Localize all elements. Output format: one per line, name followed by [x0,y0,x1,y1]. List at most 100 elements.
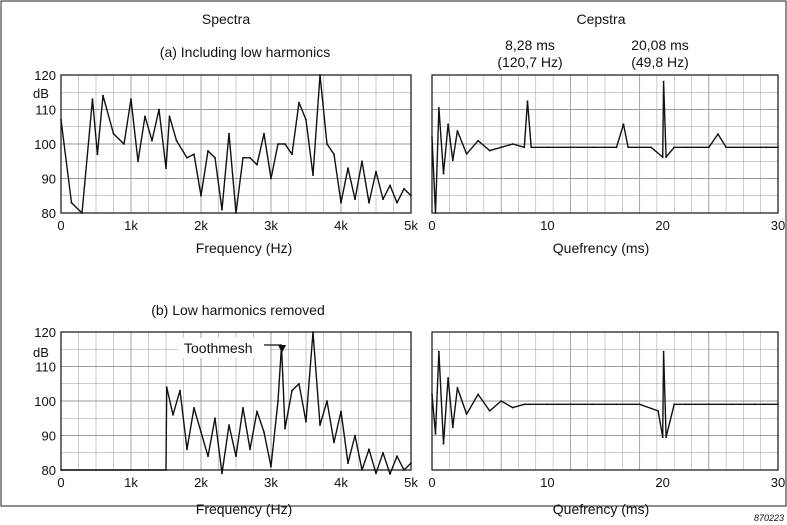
spectrum-a-data-point [375,170,377,173]
cepstrum-a-data-point [447,123,449,126]
spectrum-a-x-tick-label: 4k [334,218,348,233]
spectrum-a-data-point [340,201,342,204]
spectrum-a-data-point [326,143,328,145]
spectrum-a-data-point [165,167,167,170]
spectrum-a-data-point [207,150,209,152]
cepstra-heading: Cepstra [576,11,625,27]
spectrum-a-data-point [312,174,314,177]
cepstrum-b-data-point [569,403,572,406]
cepstrum-a-data-point [456,130,459,132]
spectrum-a-x-tick-label: 5k [404,218,418,233]
spectrum-a-data-point [277,143,279,145]
cepstrum-b-data-point [500,400,503,402]
spectrum-b-y-tick-label: 90 [42,429,56,444]
cepstrum-b-series-line [431,351,778,445]
spectrum-b-x-tick-label: 5k [404,475,418,490]
spectrum-a-data-point [81,212,83,214]
spectrum-b-x-tick-label: 4k [334,475,348,490]
cepstrum-b-data-point [434,433,437,435]
row-b-title: (b) Low harmonics removed [151,302,325,318]
toothmesh-label-box [178,338,270,358]
spectrum-b-x-tick-label: 0 [57,475,64,490]
spectrum-a-y-tick-label: 100 [34,137,56,152]
spectrum-a-data-point [361,160,363,163]
spectrum-b-data-point [228,424,230,426]
toothmesh-arrowhead [278,345,286,353]
spectrum-a-data-point [382,198,384,201]
spectrum-b-y-tick-label: 100 [34,394,56,409]
spectrum-a-data-point [168,115,171,118]
spectrum-a-data-point [410,194,412,197]
spectrum-b-data-point [291,389,293,392]
cepstrum-b-data-point [488,410,491,412]
cepstrum-a-data-point [707,146,710,149]
cepstrum-b-data-point [615,403,618,406]
cepstrum-a-data-point [477,139,479,142]
toothmesh-label: Toothmesh [184,340,252,356]
spectrum-b-data-point [396,455,398,458]
peak-1-time-label: 8,28 ms [505,37,555,53]
cepstrum-a-data-point [725,146,727,149]
spectrum-b-data-point [354,434,356,437]
spectrum-a-x-tick-label: 1k [124,218,138,233]
spectrum-b-x-tick-label: 1k [124,475,138,490]
cepstrum-b-x-tick-label: 30 [771,475,785,490]
cepstrum-a-data-point [546,146,549,149]
spectrum-b-data-point [305,420,307,423]
spectrum-b-data-point [277,400,279,402]
cepstrum-b-data-point [511,406,514,409]
spectrum-a-x-tick-label: 3k [264,218,278,233]
spectrum-b-data-point [200,431,202,433]
spectrum-b-data-point [312,331,314,333]
cepstrum-a-x-tick-label: 0 [428,218,435,233]
spectrum-a-data-point [144,115,146,118]
spectrum-b-data-point [256,410,258,413]
spectrum-a-data-point [193,153,195,156]
peak-2-time-label: 20,08 ms [631,37,689,53]
cepstrum-b-data-point [665,436,667,438]
spectrum-b-data-point [361,469,363,471]
spectra-heading: Spectra [202,11,250,27]
spectrum-b-y-tick-label: 120 [34,325,56,340]
spectrum-a-data-point [396,201,398,204]
cepstrum-b-data-point [451,426,454,429]
cepstrum-a-data-point [442,172,445,175]
cepstrum-b-data-point [661,436,664,438]
cepstrum-b-data-point [456,387,459,389]
spectrum-b-y-tick-label: 80 [42,463,56,478]
spectrum-a-y-tick-label: 80 [42,206,56,221]
cepstrum-b-data-point [523,403,526,406]
cepstrum-a-data-point [434,212,437,214]
spectrum-a-data-point [305,118,307,121]
spectrum-b-xlabel: Frequency (Hz) [196,501,292,517]
cepstrum-a-data-point [526,100,529,103]
spectrum-b-data-point [60,469,62,471]
spectrum-b-data-point [172,413,174,416]
cepstrum-a-x-tick-label: 20 [655,218,669,233]
spectrum-b-data-point [375,472,377,475]
cepstrum-a-data-point [569,146,572,149]
spectrum-a-data-point [228,132,230,135]
spectrum-a-data-point [102,94,104,97]
spectrum-b-data-point [165,386,168,389]
cepstrum-a-panel: 0 10 20 30 [428,74,785,233]
spectrum-b-x-tick-label: 2k [194,475,208,490]
spectrum-b-data-point [410,462,412,464]
cepstrum-a-data-point [742,146,745,149]
cepstrum-a-data-point [684,146,687,149]
db-unit-label-b: dB [33,345,49,360]
spectrum-a-data-point [319,74,321,76]
spectrum-b-data-point [389,473,391,475]
spectrum-b-data-point [207,455,209,458]
spectrum-a-data-point [112,132,115,135]
spectrum-a-data-point [270,177,272,180]
cepstrum-a-data-point [673,146,676,149]
cepstrum-a-data-point [465,153,468,155]
cepstrum-b-data-point [731,403,733,406]
cepstrum-b-xlabel: Quefrency (ms) [553,501,649,517]
spectrum-b-data-point [319,424,321,426]
cepstrum-b-data-point [477,393,479,396]
cepstrum-a-data-point [665,156,667,159]
cepstrum-b-data-point [754,403,756,406]
